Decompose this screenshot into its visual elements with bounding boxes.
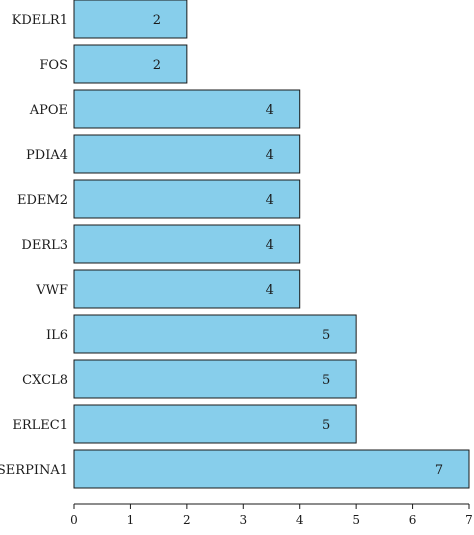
category-labels: KDELR1 FOS APOE PDIA4 EDEM2 DERL3 VWF IL6 CXCL8 E… bbox=[0, 13, 68, 478]
bar-kdelr1 bbox=[73, 0, 188, 39]
x-tick-label-1: 1 bbox=[127, 513, 135, 527]
value-label-kdelr1: 2 bbox=[153, 13, 161, 28]
category-label-pdia4: PDIA4 bbox=[26, 148, 68, 163]
category-label-fos: FOS bbox=[39, 58, 68, 73]
bar-apoe bbox=[73, 89, 301, 129]
value-label-erlec1: 5 bbox=[322, 418, 330, 433]
value-label-cxcl8: 5 bbox=[322, 373, 330, 388]
value-label-fos: 2 bbox=[153, 58, 161, 73]
bar-cxcl8 bbox=[73, 359, 357, 399]
bar-serpina1 bbox=[73, 449, 470, 489]
bar-edem2 bbox=[73, 179, 301, 219]
x-tick-label-0: 0 bbox=[70, 513, 78, 527]
value-label-il6: 5 bbox=[322, 328, 330, 343]
bar-il6 bbox=[73, 314, 357, 354]
value-label-edem2: 4 bbox=[266, 193, 274, 208]
x-tick-label-5: 5 bbox=[352, 513, 360, 527]
value-labels: 2 2 4 4 4 4 4 5 5 5 7 bbox=[153, 13, 443, 478]
category-label-edem2: EDEM2 bbox=[17, 193, 68, 208]
bar-pdia4 bbox=[73, 134, 301, 174]
x-tick-label-4: 4 bbox=[296, 513, 304, 527]
category-label-apoe: APOE bbox=[29, 103, 68, 118]
category-label-kdelr1: KDELR1 bbox=[12, 13, 68, 28]
x-tick-label-7: 7 bbox=[465, 513, 473, 527]
bar-fos bbox=[73, 44, 188, 84]
category-label-il6: IL6 bbox=[46, 328, 68, 343]
bar-erlec1 bbox=[73, 404, 357, 444]
value-label-pdia4: 4 bbox=[266, 148, 274, 163]
value-label-serpina1: 7 bbox=[435, 463, 443, 478]
value-label-vwf: 4 bbox=[266, 283, 274, 298]
bars-layer bbox=[73, 0, 470, 489]
category-label-vwf: VWF bbox=[35, 283, 68, 298]
value-label-apoe: 4 bbox=[266, 103, 274, 118]
x-tick-label-2: 2 bbox=[183, 513, 191, 527]
bar-derl3 bbox=[73, 224, 301, 264]
category-label-derl3: DERL3 bbox=[21, 238, 68, 253]
x-tick-label-3: 3 bbox=[239, 513, 247, 527]
bar-vwf bbox=[73, 269, 301, 309]
category-label-serpina1: SERPINA1 bbox=[0, 463, 68, 478]
x-tick-label-6: 6 bbox=[409, 513, 417, 527]
x-axis: 0 1 2 3 4 5 6 7 bbox=[70, 503, 473, 527]
category-label-cxcl8: CXCL8 bbox=[22, 373, 68, 388]
value-label-derl3: 4 bbox=[266, 238, 274, 253]
category-label-erlec1: ERLEC1 bbox=[12, 418, 68, 433]
